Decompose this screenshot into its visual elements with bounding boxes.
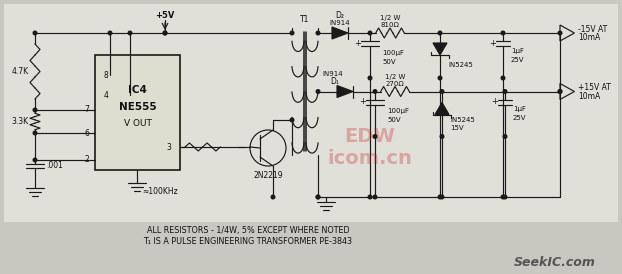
Polygon shape — [435, 102, 449, 115]
Circle shape — [503, 90, 507, 93]
Text: 810Ω: 810Ω — [381, 22, 399, 28]
Text: +: + — [360, 97, 366, 106]
Text: T₁ IS A PULSE ENGINEERING TRANSFORMER PE-3843: T₁ IS A PULSE ENGINEERING TRANSFORMER PE… — [144, 238, 353, 247]
Circle shape — [501, 31, 505, 35]
Text: 25V: 25V — [511, 57, 524, 63]
Text: 2N2219: 2N2219 — [253, 172, 283, 181]
Circle shape — [128, 31, 132, 35]
Text: V OUT: V OUT — [124, 118, 151, 127]
Text: IN914: IN914 — [330, 20, 350, 26]
Circle shape — [290, 31, 294, 35]
Text: 8: 8 — [104, 70, 109, 79]
Text: 1/2 W: 1/2 W — [380, 15, 400, 21]
Circle shape — [373, 135, 377, 138]
Text: ≈100KHz: ≈100KHz — [142, 187, 179, 196]
Circle shape — [440, 90, 444, 93]
Circle shape — [439, 31, 442, 35]
Text: 1/2 W: 1/2 W — [385, 73, 405, 79]
Text: 25V: 25V — [513, 116, 526, 121]
Text: 1μF: 1μF — [513, 107, 526, 113]
Text: T1: T1 — [300, 16, 310, 24]
Circle shape — [501, 195, 505, 199]
Text: 6: 6 — [84, 129, 89, 138]
Text: .001: .001 — [46, 161, 63, 170]
Text: 50V: 50V — [387, 118, 401, 124]
Text: +15V AT: +15V AT — [578, 83, 611, 92]
Circle shape — [33, 131, 37, 135]
Circle shape — [368, 31, 372, 35]
Circle shape — [33, 31, 37, 35]
Circle shape — [439, 195, 442, 199]
Circle shape — [439, 76, 442, 80]
Circle shape — [316, 31, 320, 35]
Text: 10mA: 10mA — [578, 33, 601, 42]
Text: IN5245: IN5245 — [448, 62, 473, 68]
Text: -15V AT: -15V AT — [578, 24, 608, 33]
Circle shape — [316, 195, 320, 199]
Text: 100μF: 100μF — [382, 50, 404, 56]
Text: +5V: +5V — [156, 10, 175, 19]
Text: 270Ω: 270Ω — [386, 81, 404, 87]
Text: +: + — [490, 39, 496, 47]
Text: D₂: D₂ — [335, 10, 345, 19]
Text: D₁: D₁ — [330, 77, 340, 86]
Text: IC4: IC4 — [128, 85, 147, 95]
Text: EDW
icom.cn: EDW icom.cn — [328, 127, 412, 169]
Bar — [4, 4, 618, 222]
Text: SeekIC.com: SeekIC.com — [514, 255, 596, 269]
Circle shape — [316, 195, 320, 199]
Circle shape — [163, 31, 167, 35]
Text: 50V: 50V — [382, 59, 396, 65]
Polygon shape — [433, 43, 447, 55]
Text: 4.7K: 4.7K — [12, 67, 29, 76]
Text: 2: 2 — [84, 156, 89, 164]
Text: ALL RESISTORS - 1/4W, 5% EXCEPT WHERE NOTED: ALL RESISTORS - 1/4W, 5% EXCEPT WHERE NO… — [147, 226, 350, 235]
Text: 1μF: 1μF — [511, 48, 524, 54]
Text: IN5245: IN5245 — [450, 116, 475, 122]
Text: 100μF: 100μF — [387, 109, 409, 115]
Text: 3.3K: 3.3K — [12, 117, 29, 126]
Circle shape — [558, 90, 562, 93]
Text: +: + — [355, 39, 361, 47]
Circle shape — [368, 195, 372, 199]
Polygon shape — [337, 85, 353, 98]
Text: 7: 7 — [84, 105, 89, 115]
Circle shape — [108, 31, 112, 35]
Circle shape — [163, 31, 167, 35]
Circle shape — [373, 195, 377, 199]
Text: NE555: NE555 — [119, 102, 156, 112]
Text: IN914: IN914 — [323, 70, 343, 76]
Text: 3: 3 — [166, 142, 171, 152]
Circle shape — [316, 90, 320, 93]
Bar — [95, 55, 180, 170]
Circle shape — [368, 76, 372, 80]
Circle shape — [558, 31, 562, 35]
Text: 10mA: 10mA — [578, 92, 601, 101]
Circle shape — [503, 135, 507, 138]
Circle shape — [501, 76, 505, 80]
Text: +: + — [491, 97, 498, 106]
Circle shape — [503, 195, 507, 199]
Circle shape — [33, 108, 37, 112]
Circle shape — [290, 118, 294, 122]
Polygon shape — [332, 27, 348, 39]
Text: 15V: 15V — [450, 125, 463, 132]
Circle shape — [271, 195, 275, 199]
Circle shape — [558, 90, 562, 93]
Circle shape — [440, 135, 444, 138]
Text: 4: 4 — [104, 90, 109, 99]
Circle shape — [373, 90, 377, 93]
Circle shape — [440, 195, 444, 199]
Circle shape — [33, 158, 37, 162]
